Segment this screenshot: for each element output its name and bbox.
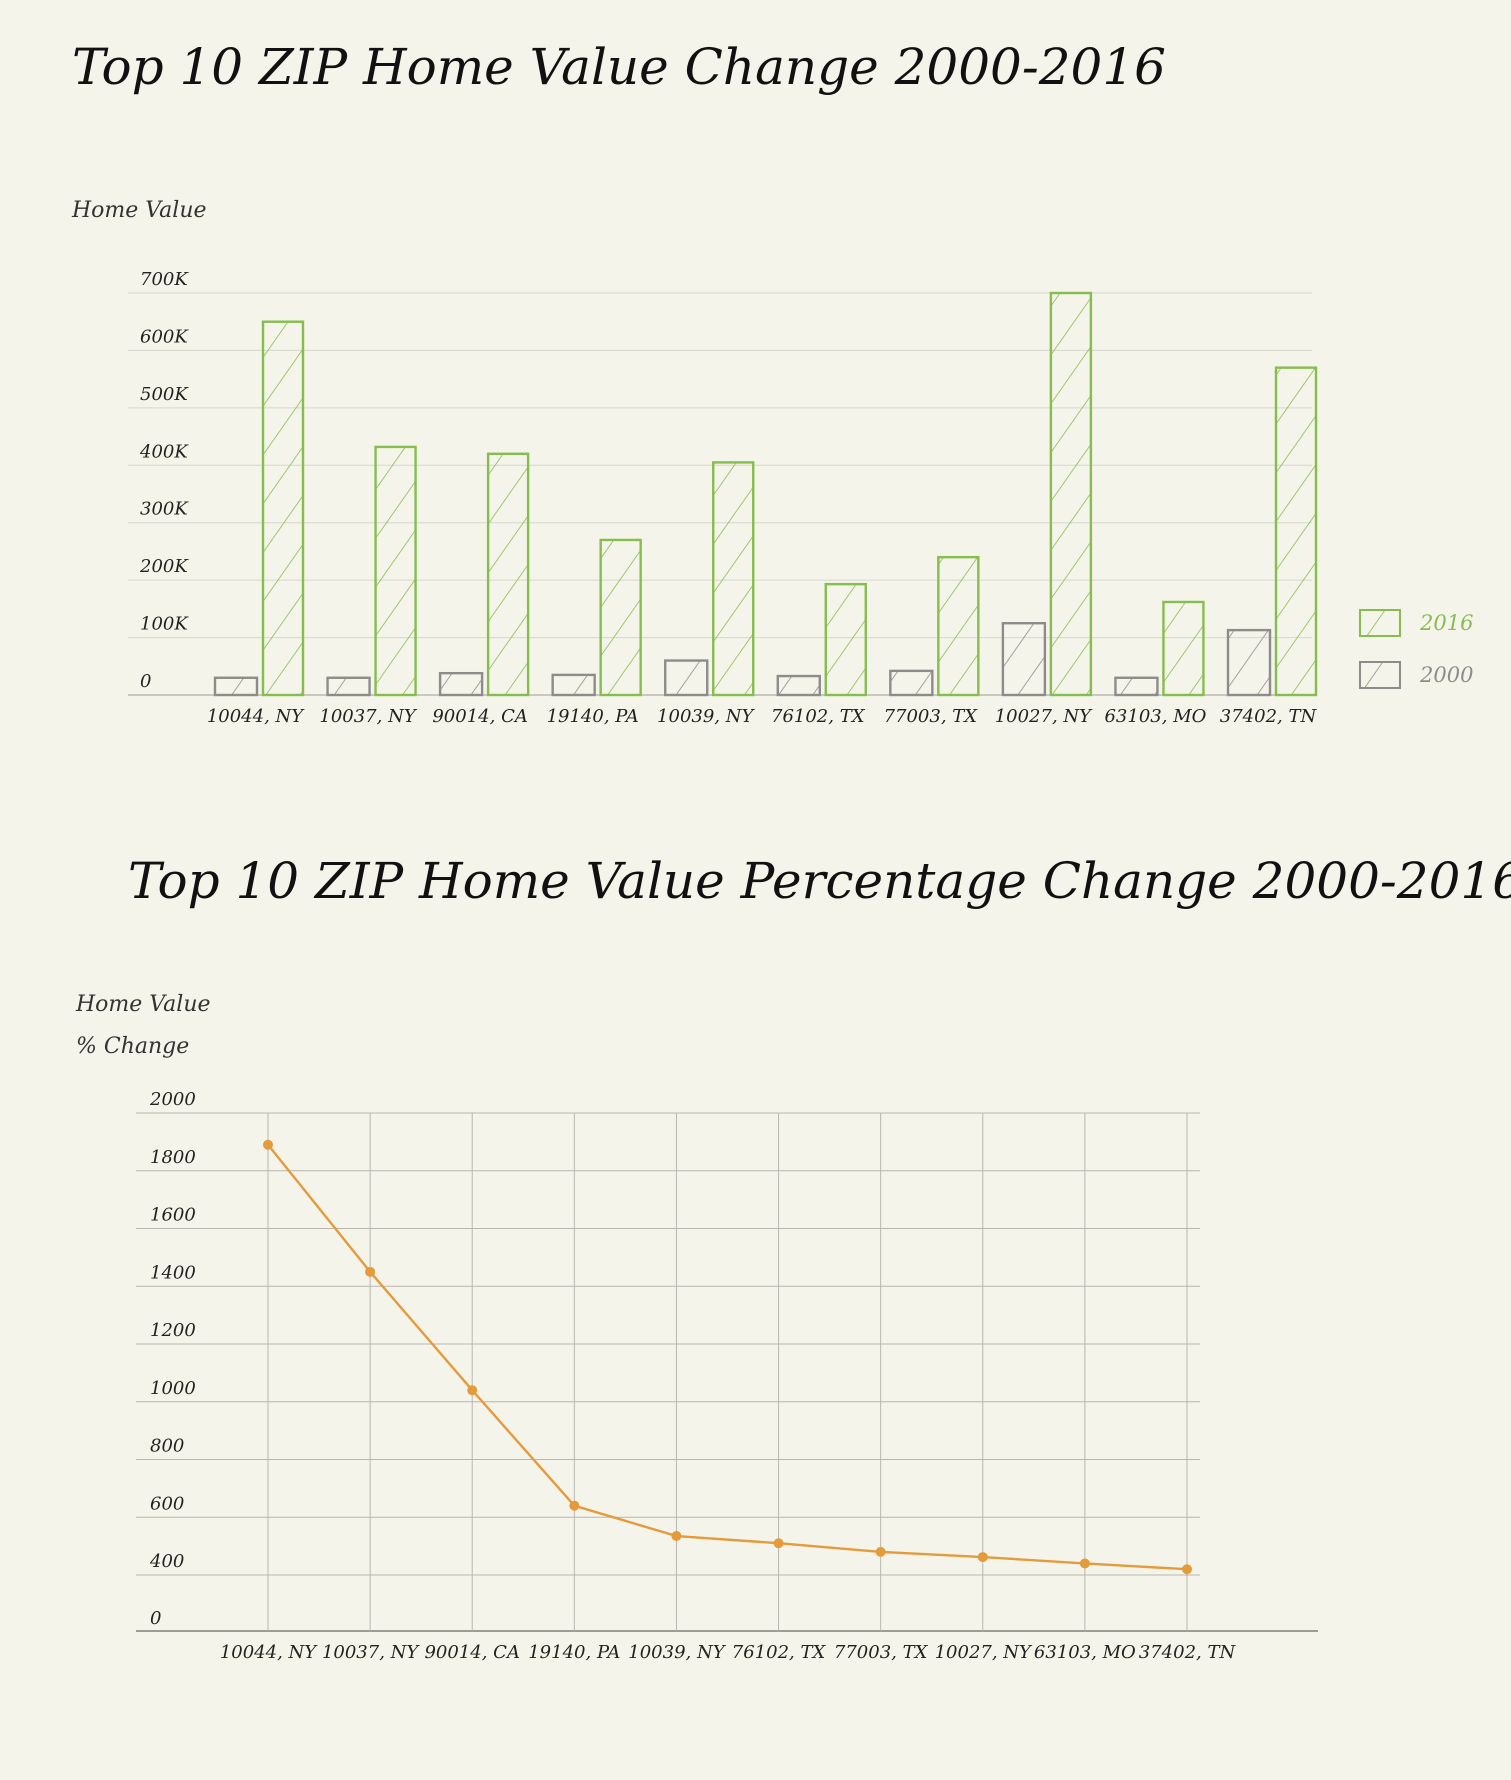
line-chart-y-tick-label: 1800 (150, 1147, 196, 1168)
line-chart-y-tick-label: 0 (150, 1608, 161, 1629)
bar-chart-y-tick-label: 0 (140, 671, 151, 692)
line-series-0 (267, 1144, 1188, 1571)
legend-swatch-2016 (1359, 609, 1401, 637)
line-chart-x-tick-label: 19140, PA (528, 1642, 620, 1663)
bar-chart-y-tick-label: 300K (140, 499, 189, 520)
bar-chart-x-tick-label: 10044, NY (207, 706, 305, 727)
line-chart-x-tick-label: 37402, TN (1139, 1642, 1237, 1663)
legend-label-2016: 2016 (1419, 611, 1473, 635)
bar-2016-63103-mo (1162, 600, 1205, 697)
line-point-19140-pa (569, 1500, 580, 1511)
bar-chart-y-axis-label: Home Value (72, 198, 207, 223)
line-chart-x-tick-label: 10044, NY (220, 1642, 318, 1663)
bar-chart-y-tick-label: 600K (140, 326, 189, 347)
line-point-10039-ny (671, 1531, 682, 1542)
line-chart-y-tick-label: 1200 (150, 1320, 196, 1341)
line-chart-y-tick-label: 2000 (149, 1089, 196, 1110)
bar-chart-title: Top 10 ZIP Home Value Change 2000-2016 (72, 38, 1166, 96)
bar-2016-10039-ny (712, 461, 755, 697)
bar-chart-y-tick-label: 400K (139, 441, 189, 462)
line-point-37402-tn (1182, 1564, 1192, 1575)
bar-2000-10039-ny (664, 659, 709, 697)
line-chart-y-tick-label: 800 (150, 1436, 184, 1457)
bar-2016-10044-ny (261, 320, 305, 697)
line-chart-x-tick-label: 10039, NY (628, 1642, 726, 1663)
bar-chart-x-tick-label: 10037, NY (319, 706, 417, 727)
bar-2016-77003-tx (937, 555, 980, 697)
line-chart-y-tick-label: 400 (149, 1551, 184, 1572)
bar-chart-y-tick-label: 100K (140, 614, 189, 635)
line-chart-y-axis-label: Home Value % Change (76, 984, 211, 1068)
bar-2000-77003-tx (889, 669, 934, 697)
line-chart-x-tick-label: 77003, TX (834, 1642, 929, 1663)
bar-2000-19140-pa (551, 673, 596, 697)
bar-chart-x-tick-label: 76102, TX (771, 706, 866, 727)
line-chart-x-tick-label: 90014, CA (424, 1642, 519, 1663)
line-chart-y-tick-label: 1400 (150, 1262, 196, 1283)
bar-2000-90014-ca (438, 671, 484, 697)
bar-chart-x-tick-label: 10039, NY (657, 706, 755, 727)
bar-2016-19140-pa (599, 538, 642, 697)
bar-chart-x-tick-label: 10027, NY (995, 706, 1093, 727)
line-point-63103-mo (1079, 1558, 1090, 1569)
line-chart-y-axis-label-line-1: Home Value (76, 992, 211, 1017)
bar-chart-x-tick-label: 37402, TN (1220, 706, 1318, 727)
line-chart-x-tick-label: 10037, NY (322, 1642, 420, 1663)
line-point-10037-ny (365, 1266, 376, 1277)
line-chart-x-tick-label: 10027, NY (935, 1642, 1033, 1663)
line-point-10027-ny (977, 1552, 988, 1563)
line-chart-title: Top 10 ZIP Home Value Percentage Change … (128, 852, 1511, 910)
bar-chart-y-tick-label: 200K (139, 556, 189, 577)
bar-chart: 0 100K 200K 300K 400K 500K 600K 700K 10044, NY 10… (128, 269, 1473, 727)
bar-chart-x-tick-label: 90014, CA (432, 706, 527, 727)
bar-2000-63103-mo (1114, 676, 1159, 697)
line-point-10044-ny (263, 1139, 273, 1150)
bar-2016-10027-ny (1049, 291, 1093, 697)
line-chart-y-tick-label: 600 (150, 1493, 184, 1514)
bar-2000-10027-ny (1001, 622, 1047, 697)
line-chart-y-axis-label-line-2: % Change (76, 1034, 190, 1059)
bar-2000-10044-ny (213, 676, 259, 697)
bar-chart-x-tick-label: 19140, PA (547, 706, 639, 727)
bar-2000-37402-tn (1226, 628, 1272, 697)
line-chart-x-tick-label: 63103, MO (1034, 1642, 1136, 1663)
bar-chart-y-tick-label: 500K (140, 384, 189, 405)
line-point-76102-tx (773, 1538, 784, 1549)
legend-swatch-2000 (1359, 661, 1401, 689)
line-chart-x-tick-label: 76102, TX (732, 1642, 827, 1663)
bar-2016-90014-ca (486, 452, 530, 697)
bar-2000-10037-ny (326, 676, 371, 697)
line-chart-y-tick-label: 1600 (150, 1205, 196, 1226)
bar-2016-10037-ny (374, 445, 417, 697)
bar-2016-37402-tn (1274, 366, 1318, 697)
bar-chart-x-tick-label: 77003, TX (884, 706, 979, 727)
bar-2016-76102-tx (824, 582, 867, 697)
line-point-77003-tx (875, 1546, 886, 1557)
line-chart-y-tick-label: 1000 (150, 1378, 196, 1399)
legend-label-2000: 2000 (1419, 663, 1473, 687)
bar-chart-y-tick-label: 700K (140, 269, 189, 290)
bar-chart-x-tick-label: 63103, MO (1104, 706, 1206, 727)
line-point-90014-ca (467, 1385, 478, 1396)
bar-2000-76102-tx (776, 674, 821, 697)
